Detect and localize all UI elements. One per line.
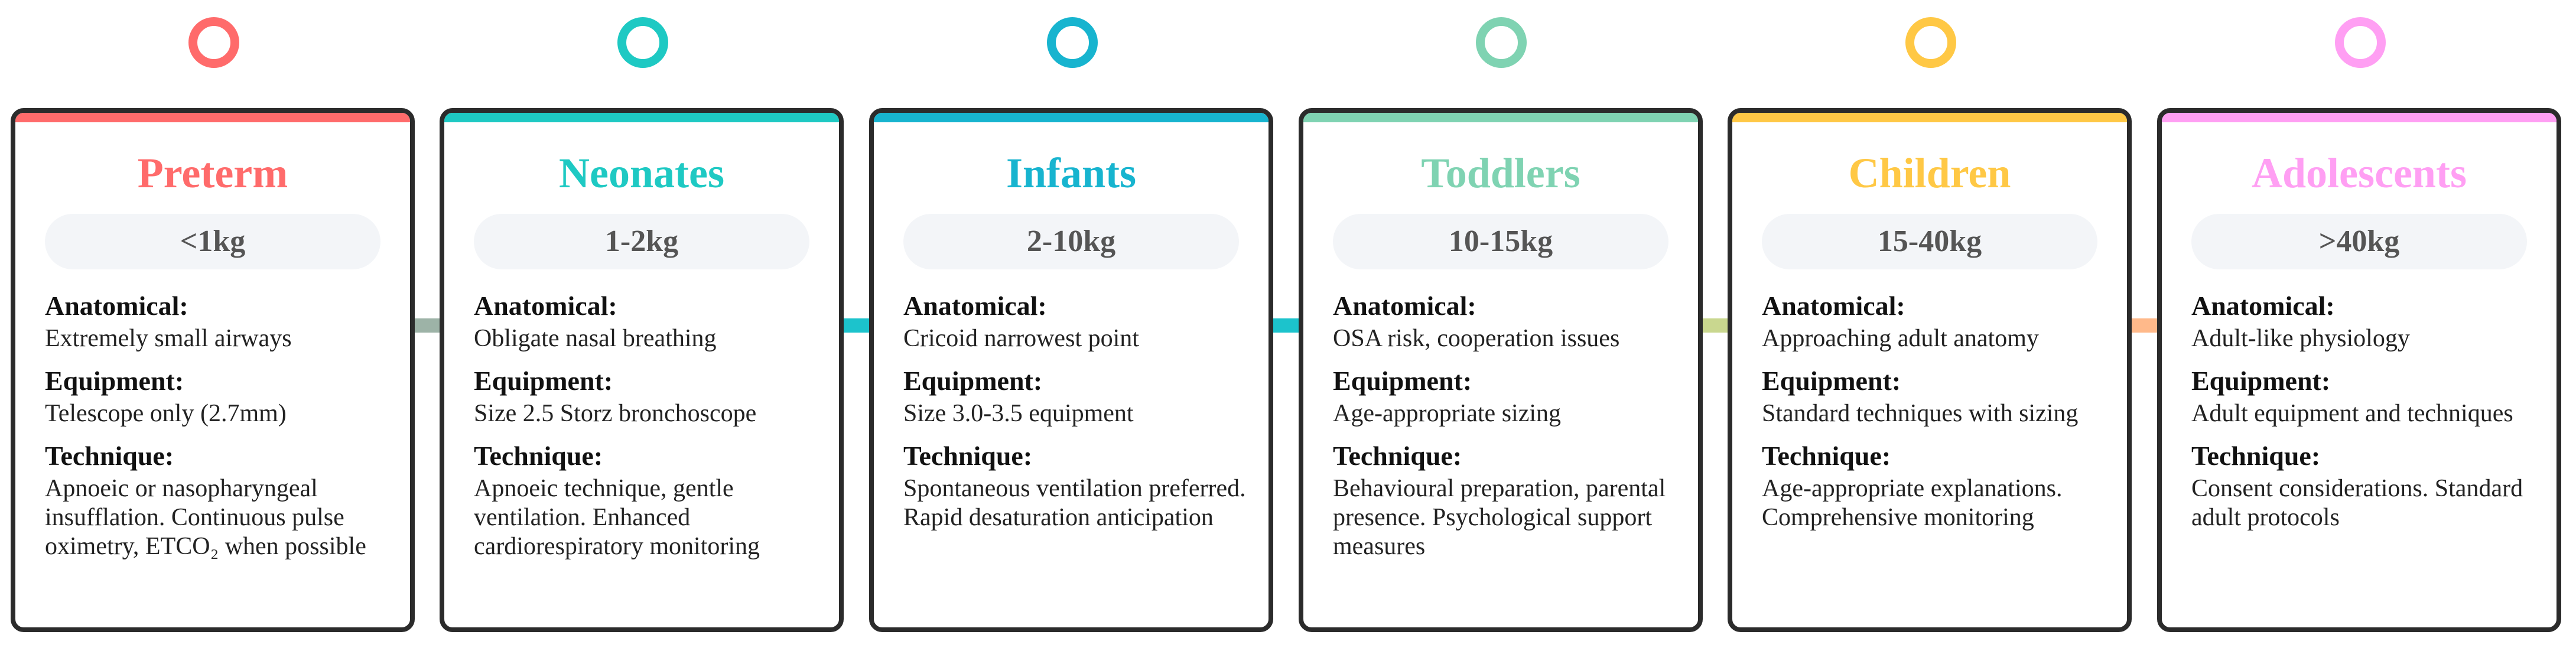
technique-label: Technique:	[1762, 441, 1891, 471]
equipment-text: Adult equipment and techniques	[2191, 400, 2513, 427]
equipment-label: Equipment:	[903, 366, 1043, 396]
stage-title: Infants	[1006, 149, 1137, 197]
stage-details: Anatomical: Approaching adult anatomy Eq…	[1762, 290, 2107, 532]
technique-text: Apnoeic or nasopharyngeal insufflation. …	[45, 475, 366, 560]
stage-card-children: Children 15-40kg Anatomical: Approaching…	[1728, 108, 2132, 632]
anatomical-text: Approaching adult anatomy	[1762, 325, 2039, 352]
stage-title: Toddlers	[1421, 149, 1580, 197]
stage-title: Adolescents	[2252, 149, 2467, 197]
ring-icon-preterm	[188, 17, 239, 68]
ring-icon-neonates	[617, 17, 668, 68]
stage-details: Anatomical: Cricoid narrowest point Equi…	[903, 290, 1248, 532]
technique-text: Apnoeic technique, gentle ventilation. E…	[474, 475, 760, 560]
technique-text: Spontaneous ventilation preferred. Rapid…	[903, 475, 1246, 531]
stage-details: Anatomical: Obligate nasal breathing Equ…	[474, 290, 819, 561]
stage-card-toddlers: Toddlers 10-15kg Anatomical: OSA risk, c…	[1299, 108, 1703, 632]
card-accent-bar	[15, 113, 410, 122]
ring-icon-children	[1905, 17, 1956, 68]
stage-details: Anatomical: Adult-like physiology Equipm…	[2191, 290, 2536, 532]
equipment-label: Equipment:	[474, 366, 613, 396]
anatomical-text: Adult-like physiology	[2191, 325, 2410, 352]
ring-icon-adolescents	[2335, 17, 2386, 68]
anatomical-label: Anatomical:	[1333, 291, 1476, 321]
equipment-text: Standard techniques with sizing	[1762, 400, 2079, 427]
stage-card-adolescents: Adolescents >40kg Anatomical: Adult-like…	[2157, 108, 2561, 632]
technique-label: Technique:	[2191, 441, 2321, 471]
stage-title: Preterm	[137, 149, 288, 197]
equipment-text: Size 3.0-3.5 equipment	[903, 400, 1134, 427]
weight-badge: <1kg	[45, 214, 380, 269]
anatomical-label: Anatomical:	[2191, 291, 2335, 321]
equipment-label: Equipment:	[1762, 366, 1901, 396]
anatomical-label: Anatomical:	[1762, 291, 1905, 321]
technique-text: Behavioural preparation, parental presen…	[1333, 475, 1666, 560]
ring-icon-toddlers	[1476, 17, 1527, 68]
stage-details: Anatomical: OSA risk, cooperation issues…	[1333, 290, 1678, 561]
anatomical-text: Cricoid narrowest point	[903, 325, 1139, 352]
ring-icon-infants	[1047, 17, 1098, 68]
anatomical-text: OSA risk, cooperation issues	[1333, 325, 1620, 352]
weight-badge: 2-10kg	[903, 214, 1239, 269]
card-accent-bar	[1732, 113, 2127, 122]
card-accent-bar	[1303, 113, 1698, 122]
card-accent-bar	[444, 113, 839, 122]
equipment-text: Telescope only (2.7mm)	[45, 400, 287, 427]
weight-badge: >40kg	[2191, 214, 2527, 269]
technique-label: Technique:	[45, 441, 174, 471]
technique-label: Technique:	[903, 441, 1033, 471]
weight-badge: 10-15kg	[1333, 214, 1668, 269]
equipment-label: Equipment:	[1333, 366, 1472, 396]
weight-badge: 1-2kg	[474, 214, 809, 269]
technique-text: Age-appropriate explanations. Comprehens…	[1762, 475, 2063, 531]
technique-label: Technique:	[474, 441, 603, 471]
stage-title: Neonates	[559, 149, 724, 197]
stage-card-infants: Infants 2-10kg Anatomical: Cricoid narro…	[869, 108, 1273, 632]
equipment-label: Equipment:	[2191, 366, 2331, 396]
equipment-text: Size 2.5 Storz bronchoscope	[474, 400, 757, 427]
technique-text: Consent considerations. Standard adult p…	[2191, 475, 2523, 531]
equipment-text: Age-appropriate sizing	[1333, 400, 1562, 427]
anatomical-label: Anatomical:	[474, 291, 617, 321]
card-accent-bar	[2162, 113, 2557, 122]
anatomical-label: Anatomical:	[903, 291, 1047, 321]
stage-card-neonates: Neonates 1-2kg Anatomical: Obligate nasa…	[440, 108, 844, 632]
technique-label: Technique:	[1333, 441, 1462, 471]
equipment-label: Equipment:	[45, 366, 184, 396]
anatomical-text: Obligate nasal breathing	[474, 325, 717, 352]
anatomical-label: Anatomical:	[45, 291, 188, 321]
card-accent-bar	[874, 113, 1269, 122]
anatomical-text: Extremely small airways	[45, 325, 292, 352]
stage-details: Anatomical: Extremely small airways Equi…	[45, 290, 390, 561]
weight-badge: 15-40kg	[1762, 214, 2097, 269]
stage-card-preterm: Preterm <1kg Anatomical: Extremely small…	[11, 108, 415, 632]
stage-title: Children	[1848, 149, 2011, 197]
